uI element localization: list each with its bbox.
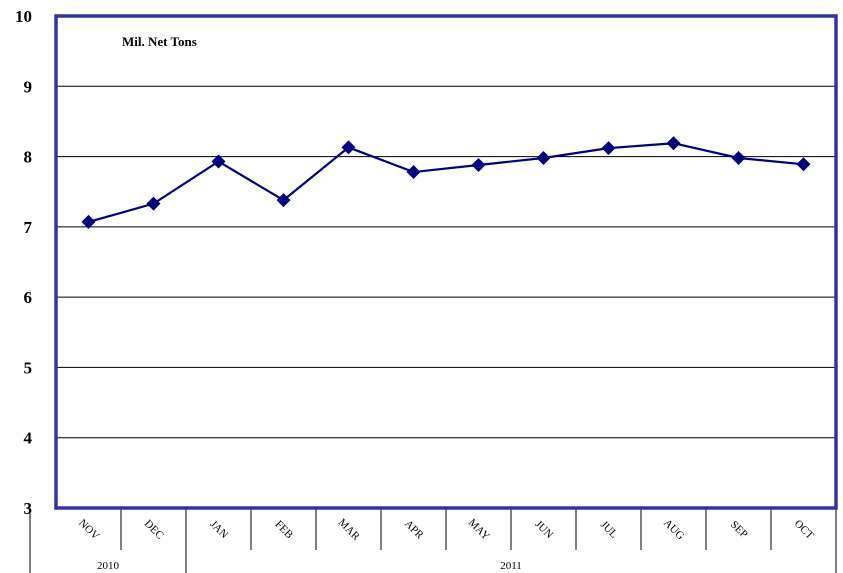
x-tick-label: AUG: [661, 517, 686, 542]
data-point: [731, 150, 746, 165]
x-tick-label: JAN: [207, 518, 230, 541]
x-tick-label: JUL: [598, 519, 620, 541]
x-tick-label: MAR: [336, 517, 363, 544]
y-tick-label: 6: [24, 288, 33, 307]
unit-label: Mil. Net Tons: [122, 34, 197, 49]
y-tick-label: 7: [24, 218, 33, 237]
data-point: [536, 150, 551, 165]
plot-frame: [54, 14, 838, 510]
data-point: [601, 141, 616, 156]
data-point: [276, 193, 291, 208]
x-tick-label: OCT: [792, 518, 816, 542]
year-label: 2010: [97, 560, 120, 572]
data-point: [406, 165, 421, 180]
x-tick-label: SEP: [728, 519, 750, 541]
x-tick-label: JUN: [532, 518, 555, 541]
x-tick-label: FEB: [272, 518, 295, 541]
y-tick-label: 4: [24, 429, 33, 448]
series-line: [88, 142, 804, 223]
data-point: [341, 140, 356, 155]
data-point: [471, 158, 486, 173]
x-tick-label: NOV: [76, 517, 101, 542]
data-point: [81, 214, 96, 229]
series: [81, 136, 811, 229]
y-tick-label: 10: [15, 7, 32, 26]
data-point: [211, 154, 226, 169]
x-tick-label: MAY: [466, 517, 492, 543]
y-tick-label: 8: [24, 148, 33, 167]
y-tick-label: 5: [24, 358, 33, 377]
x-axis: 2010 2011 NOV DEC JAN FEB MAR APR MAY JUN JUL AUG SE…: [29, 508, 837, 573]
year-label: 2011: [500, 560, 522, 572]
x-tick-label: APR: [402, 518, 426, 542]
data-point: [146, 196, 161, 211]
y-axis-tick-labels: 3 4 5 6 7 8 9 10: [15, 7, 33, 518]
y-tick-label: 3: [24, 499, 33, 518]
gridlines: [56, 85, 836, 439]
data-point: [796, 157, 811, 172]
y-tick-label: 9: [24, 77, 33, 96]
data-point: [666, 136, 681, 151]
x-tick-label: DEC: [142, 518, 166, 542]
